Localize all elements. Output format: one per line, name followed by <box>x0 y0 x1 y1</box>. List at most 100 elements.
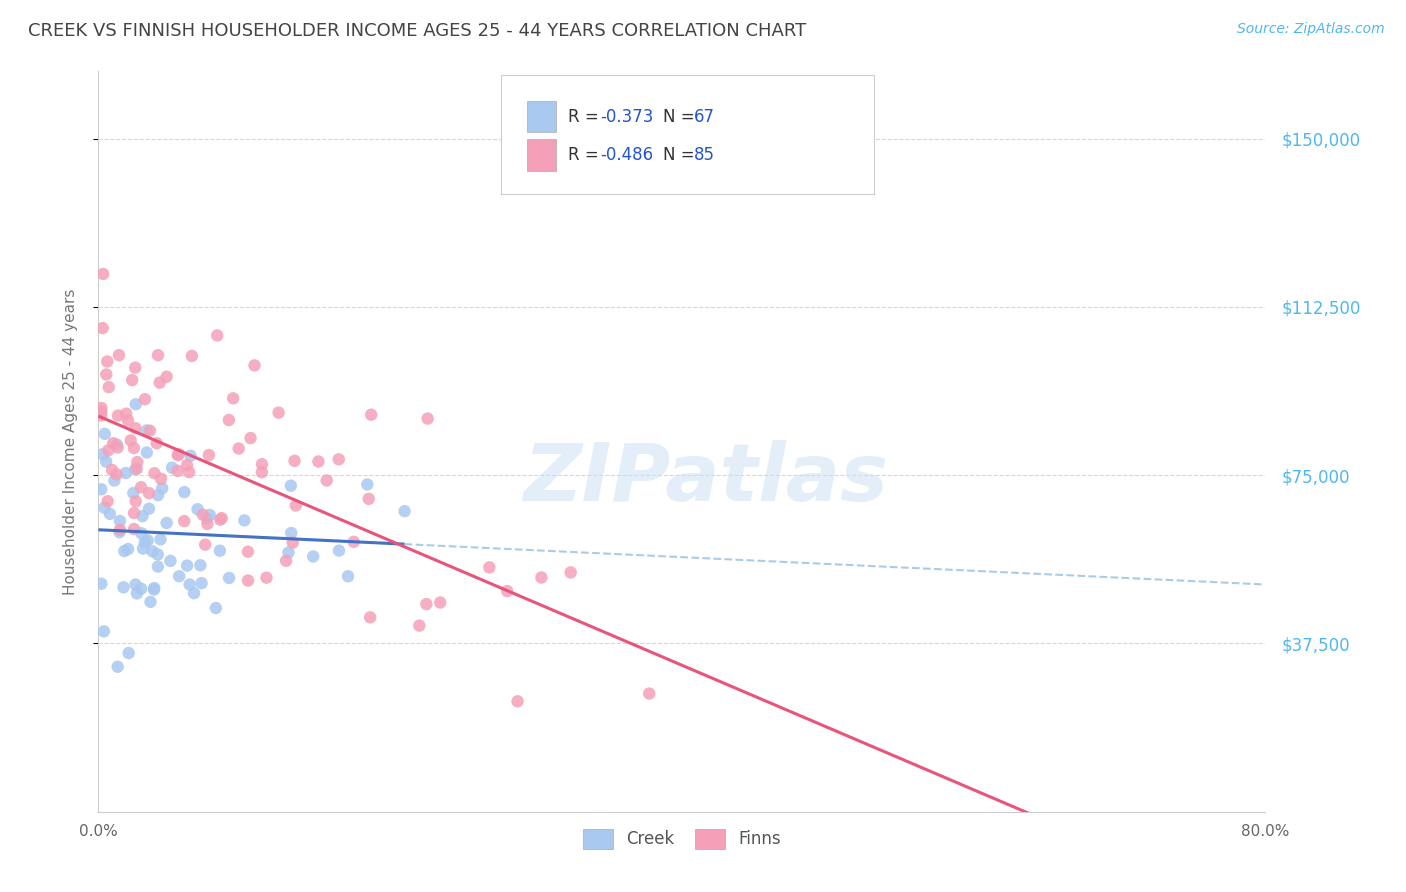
Point <box>173 514 195 528</box>
Point <box>122 486 145 500</box>
Text: R =: R = <box>568 108 603 126</box>
Point <box>190 576 212 591</box>
Point <box>179 465 201 479</box>
Point <box>97 494 120 508</box>
Point <box>194 538 217 552</box>
Text: ZIPatlas: ZIPatlas <box>523 440 887 517</box>
Point <box>280 479 302 493</box>
Point <box>328 543 350 558</box>
Point <box>107 659 129 673</box>
Point <box>143 581 166 595</box>
Point <box>134 392 156 407</box>
Point <box>560 566 582 580</box>
Point <box>274 554 297 568</box>
Point <box>146 548 169 562</box>
Point <box>135 445 157 459</box>
Point <box>149 533 172 547</box>
Point <box>408 618 430 632</box>
Point <box>166 448 188 462</box>
Point <box>114 466 136 480</box>
Point <box>176 458 198 472</box>
Point <box>180 449 202 463</box>
Point <box>96 455 118 469</box>
Point <box>195 516 218 531</box>
Point <box>233 513 256 527</box>
Point <box>138 501 160 516</box>
Point <box>394 504 416 518</box>
Point <box>107 409 129 423</box>
Point <box>277 545 299 559</box>
Point <box>146 488 169 502</box>
Point <box>101 463 124 477</box>
Point <box>135 424 157 438</box>
Point <box>198 448 221 462</box>
Point <box>250 457 273 471</box>
Point <box>337 569 360 583</box>
Point <box>167 569 190 583</box>
Point <box>107 441 129 455</box>
Point <box>90 409 112 423</box>
Point <box>307 454 329 468</box>
Point <box>173 485 195 500</box>
Point <box>243 359 266 373</box>
Point <box>416 411 439 425</box>
Point <box>108 523 131 537</box>
Point <box>211 511 233 525</box>
Point <box>142 544 165 558</box>
Point <box>108 348 131 362</box>
Point <box>530 570 553 584</box>
Point <box>90 576 112 591</box>
Point <box>506 694 529 708</box>
Point <box>190 558 212 573</box>
Point <box>167 447 190 461</box>
Point <box>638 687 661 701</box>
Point <box>356 477 378 491</box>
Point <box>280 525 302 540</box>
Point <box>150 481 173 495</box>
Point <box>209 513 232 527</box>
Point <box>159 554 181 568</box>
Point <box>108 525 131 540</box>
Point <box>90 483 112 497</box>
Point <box>139 595 162 609</box>
Text: 67: 67 <box>693 108 714 126</box>
Point <box>103 436 125 450</box>
Point <box>96 368 118 382</box>
Point <box>218 571 240 585</box>
Point <box>105 437 128 451</box>
Point <box>496 584 519 599</box>
Point <box>160 460 183 475</box>
Text: R =: R = <box>568 146 603 164</box>
Point <box>136 533 159 548</box>
Point <box>180 349 202 363</box>
Point <box>191 508 214 522</box>
Point <box>90 405 112 419</box>
Bar <box>527 101 555 132</box>
Point <box>97 443 120 458</box>
Point <box>315 474 337 488</box>
Point <box>239 431 262 445</box>
Point <box>228 442 250 456</box>
Point <box>93 624 115 639</box>
Point <box>284 499 307 513</box>
Point <box>208 543 231 558</box>
Point <box>150 472 173 486</box>
Point <box>138 486 160 500</box>
Point <box>105 467 128 482</box>
Point <box>156 369 179 384</box>
Point <box>284 454 307 468</box>
Point <box>124 421 146 435</box>
Point <box>198 508 221 522</box>
Text: N =: N = <box>664 108 700 126</box>
Point <box>124 577 146 591</box>
Point <box>134 535 156 549</box>
Point <box>93 500 115 515</box>
Point <box>131 526 153 541</box>
Point <box>143 582 166 597</box>
Point <box>146 559 169 574</box>
Point <box>236 574 259 588</box>
Point <box>205 601 228 615</box>
Point <box>125 397 148 411</box>
Point <box>132 541 155 556</box>
Point <box>112 544 135 558</box>
